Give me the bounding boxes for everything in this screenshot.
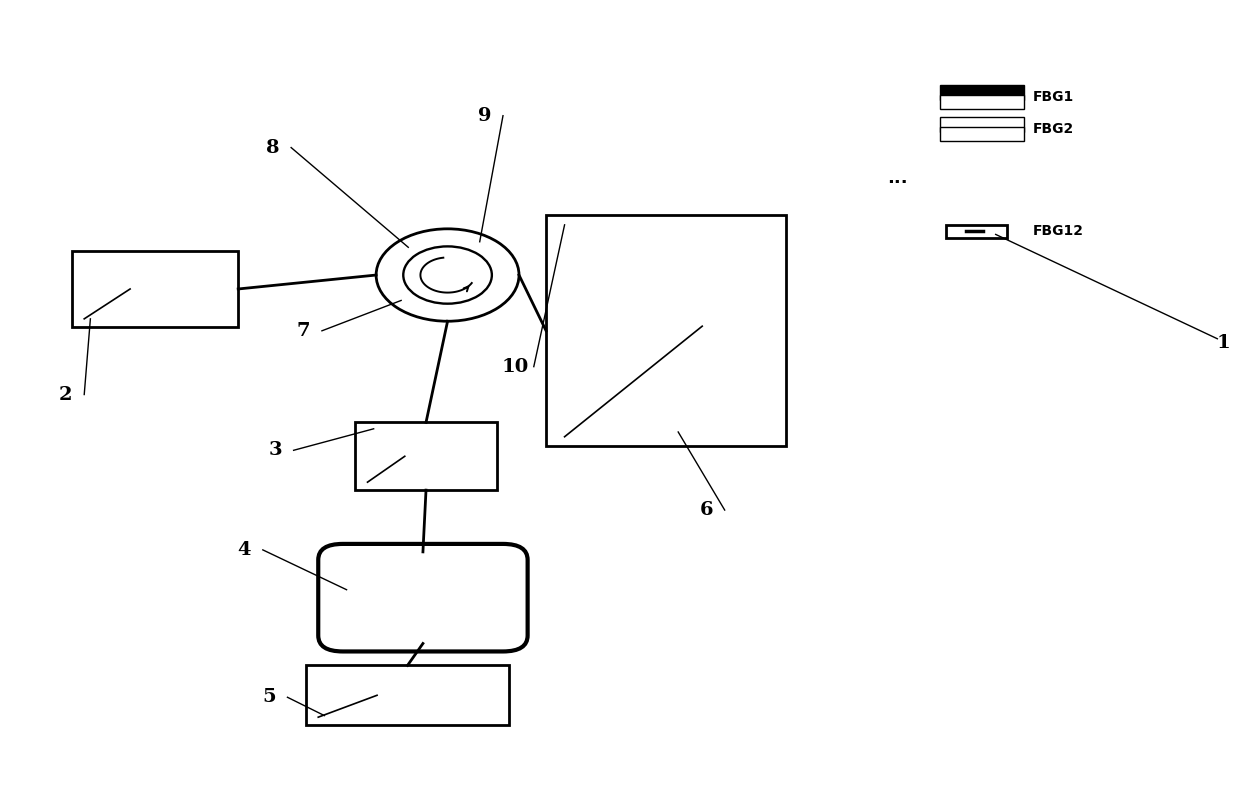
FancyBboxPatch shape [319, 544, 528, 651]
Text: 6: 6 [699, 501, 713, 519]
Text: ...: ... [887, 169, 908, 188]
Circle shape [403, 246, 492, 303]
Text: 5: 5 [262, 688, 275, 706]
Text: 9: 9 [477, 107, 491, 125]
Text: 3: 3 [268, 441, 281, 460]
Bar [72, 251, 238, 327]
Text: FBG2: FBG2 [1033, 122, 1074, 136]
Text: 2: 2 [60, 386, 72, 403]
Bar [940, 95, 1024, 109]
Text: 1: 1 [1216, 334, 1230, 352]
Bar [355, 423, 497, 490]
Text: 7: 7 [296, 322, 310, 340]
Text: FBG1: FBG1 [1033, 90, 1074, 105]
Bar [940, 118, 1024, 132]
Bar [940, 85, 1024, 100]
Bar [306, 666, 510, 725]
Bar [546, 215, 786, 446]
Text: 8: 8 [265, 138, 279, 156]
Bar [946, 225, 1007, 237]
Text: 10: 10 [502, 357, 529, 376]
Text: FBG12: FBG12 [1033, 225, 1084, 238]
Circle shape [376, 229, 520, 321]
Bar [940, 127, 1024, 141]
Text: 4: 4 [238, 541, 250, 559]
